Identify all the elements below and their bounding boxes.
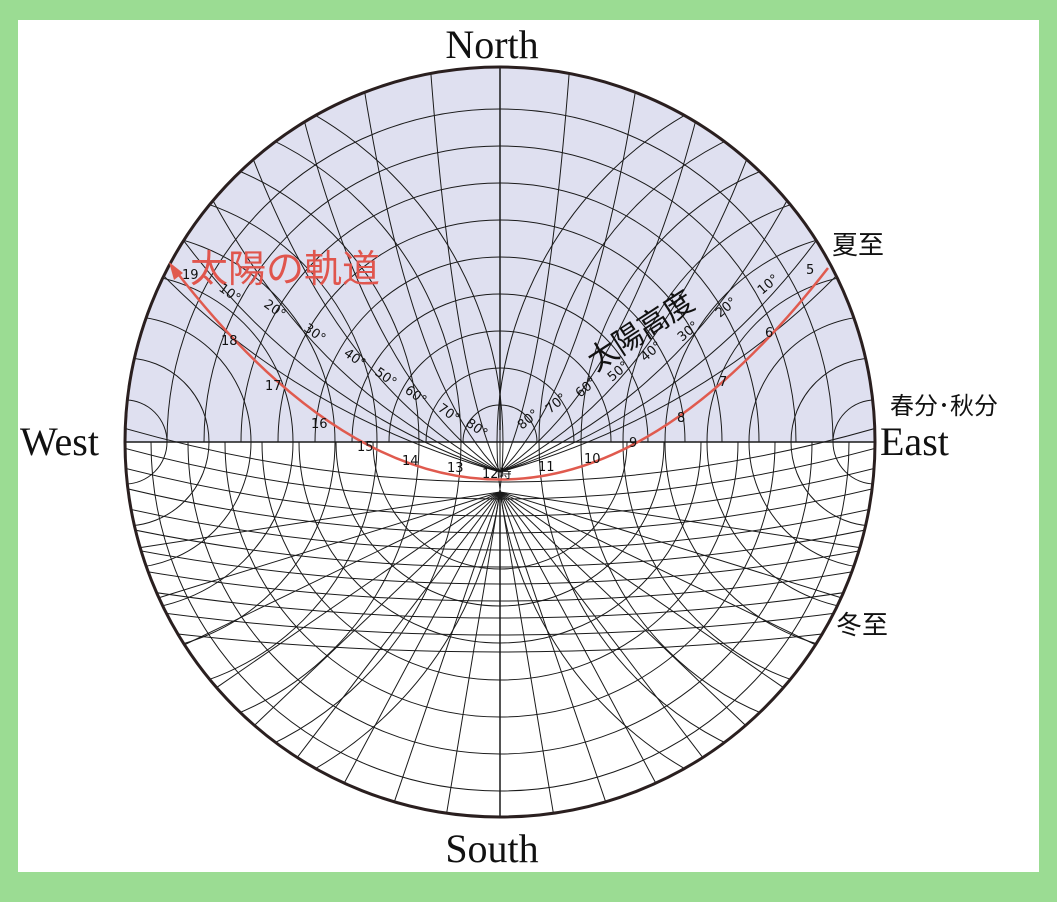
hour-18: 18 bbox=[221, 334, 238, 349]
hour-line bbox=[429, 67, 501, 473]
radial-line bbox=[499, 491, 554, 814]
west-label: West bbox=[20, 419, 99, 464]
sun-path-arrow bbox=[169, 262, 183, 280]
hour-19: 19 bbox=[182, 268, 199, 283]
hour-6: 6 bbox=[765, 326, 773, 341]
radial-line bbox=[499, 491, 607, 802]
hour-11: 11 bbox=[538, 460, 555, 475]
hour-14: 14 bbox=[402, 454, 419, 469]
radial-line bbox=[216, 491, 501, 688]
south-label: South bbox=[445, 826, 538, 871]
hour-16: 16 bbox=[311, 417, 328, 432]
winter-solstice-label: 冬至 bbox=[836, 611, 888, 641]
hour-7: 7 bbox=[719, 375, 727, 390]
radial-line bbox=[499, 491, 704, 758]
radial-line bbox=[499, 491, 746, 726]
radial-line bbox=[499, 491, 842, 599]
equinox-label: 春分･秋分 bbox=[890, 392, 998, 420]
hour-17: 17 bbox=[265, 379, 282, 394]
north-label: North bbox=[445, 22, 538, 67]
hour-5: 5 bbox=[806, 263, 814, 278]
hour-8: 8 bbox=[677, 411, 685, 426]
radial-line bbox=[393, 491, 501, 802]
sun-path-label: 太陽の軌道 bbox=[190, 247, 380, 291]
radial-line bbox=[343, 491, 501, 784]
summer-solstice-label: 夏至 bbox=[832, 231, 884, 261]
radial-line bbox=[499, 491, 784, 688]
sun-path-curve bbox=[174, 267, 829, 481]
radial-line bbox=[254, 491, 501, 726]
declination-curve bbox=[125, 426, 875, 483]
hour-12: 12時 bbox=[482, 467, 512, 482]
radial-line bbox=[499, 491, 860, 549]
hour-13: 13 bbox=[447, 461, 464, 476]
hour-labels: 5 6 7 8 9 10 11 12時 13 14 15 16 17 18 19 bbox=[182, 263, 814, 482]
hour-9: 9 bbox=[629, 436, 637, 451]
hour-line bbox=[499, 67, 571, 473]
radial-line bbox=[140, 491, 501, 549]
horizon-circle bbox=[123, 65, 877, 819]
hour-line bbox=[359, 67, 501, 473]
hour-line bbox=[289, 67, 501, 473]
hour-15: 15 bbox=[357, 440, 374, 455]
radial-line bbox=[296, 491, 501, 758]
radial-line bbox=[158, 491, 501, 599]
radial-line bbox=[499, 491, 816, 646]
hour-10: 10 bbox=[584, 452, 601, 467]
radial-line bbox=[499, 491, 657, 784]
hour-line bbox=[499, 67, 641, 473]
radial-line bbox=[446, 491, 501, 814]
hour-line bbox=[499, 67, 711, 473]
radial-line bbox=[184, 491, 501, 646]
east-label: East bbox=[880, 419, 949, 464]
